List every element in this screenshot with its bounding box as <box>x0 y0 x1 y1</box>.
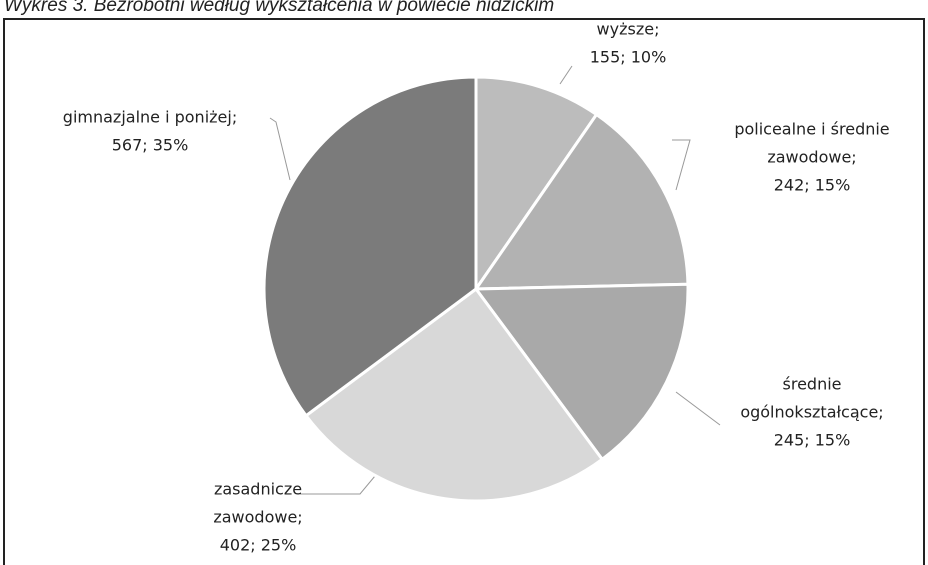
pie-slice <box>473 112 690 291</box>
slice-label: zawodowe; <box>767 148 856 167</box>
pie-slice <box>473 282 690 462</box>
slice-label: średnie <box>783 375 842 394</box>
slice-label: wyższe; <box>597 20 660 39</box>
slice-label: policealne i średnie <box>734 120 889 139</box>
slice-label: zawodowe; <box>213 508 302 527</box>
pie-slice <box>474 75 599 294</box>
pie-slice <box>262 75 478 418</box>
leader-line <box>300 469 381 495</box>
chart-frame <box>3 18 925 565</box>
leader-line <box>269 117 291 181</box>
chart-title: Wykres 3. Bezrobotni według wykształceni… <box>4 0 554 16</box>
leader-line <box>672 139 691 191</box>
leader-line <box>559 65 573 85</box>
pie-slice <box>303 286 605 503</box>
leader-line <box>675 391 721 426</box>
value-label: 155; 10% <box>590 48 667 67</box>
value-label: 245; 15% <box>774 431 851 450</box>
value-label: 567; 35% <box>112 136 189 155</box>
value-label: 242; 15% <box>774 176 851 195</box>
slice-label: zasadnicze <box>214 480 302 499</box>
slice-label: ogólnokształcące; <box>740 403 883 422</box>
slice-label: gimnazjalne i poniżej; <box>63 108 237 127</box>
value-label: 402; 25% <box>220 536 297 555</box>
leader-lines <box>269 65 721 495</box>
